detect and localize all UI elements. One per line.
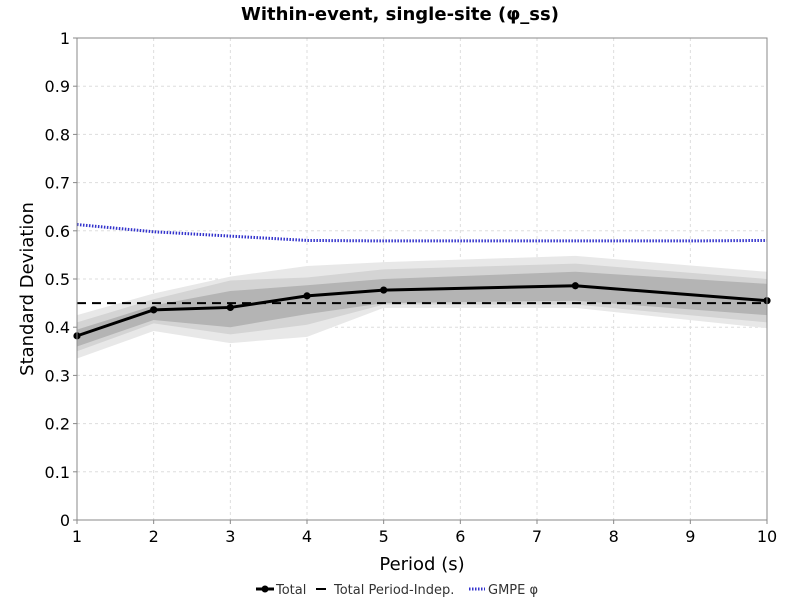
y-tick-label: 0.1 <box>45 463 70 482</box>
y-tick-label: 0.5 <box>45 270 70 289</box>
total-data-point <box>150 306 158 314</box>
y-tick-label: 0.8 <box>45 125 70 144</box>
x-tick-label: 10 <box>757 527 777 546</box>
total-data-point <box>571 282 579 290</box>
legend-marker-total <box>261 585 269 593</box>
y-tick-label: 0.3 <box>45 366 70 385</box>
y-tick-label: 0.7 <box>45 174 70 193</box>
y-tick-label: 0.2 <box>45 415 70 434</box>
x-tick-label: 2 <box>149 527 159 546</box>
legend: Total Total Period-Indep. GMPE φ <box>256 583 538 598</box>
x-tick-label: 6 <box>455 527 465 546</box>
x-tick-label: 5 <box>379 527 389 546</box>
x-tick-label: 8 <box>609 527 619 546</box>
y-tick-label: 0 <box>60 511 70 530</box>
legend-label-total: Total <box>275 583 306 598</box>
x-tick-label: 4 <box>302 527 312 546</box>
y-tick-label: 0.4 <box>45 318 70 337</box>
x-tick-label: 3 <box>225 527 235 546</box>
y-tick-label: 1 <box>60 29 70 48</box>
y-tick-label: 0.6 <box>45 222 70 241</box>
band-inner <box>77 271 767 347</box>
legend-label-gmpe: GMPE φ <box>488 583 538 598</box>
total-data-point <box>380 286 388 294</box>
x-tick-label: 7 <box>532 527 542 546</box>
confidence-bands <box>77 255 767 359</box>
y-axis-label: Standard Deviation <box>17 202 38 376</box>
legend-label-period-indep: Total Period-Indep. <box>333 583 454 598</box>
y-axis-ticks: 0 0.1 0.2 0.3 0.4 0.5 0.6 0.7 0.8 0.9 1 <box>45 29 77 530</box>
x-axis-ticks: 1 2 3 4 5 6 7 8 9 10 <box>72 520 777 546</box>
x-axis-label: Period (s) <box>379 554 464 575</box>
total-data-point <box>226 303 234 312</box>
total-data-point <box>303 292 311 300</box>
x-tick-label: 9 <box>685 527 695 546</box>
chart-title: Within-event, single-site (φ_ss) <box>241 4 559 25</box>
x-tick-label: 1 <box>72 527 82 546</box>
series-lines <box>73 223 771 340</box>
y-tick-label: 0.9 <box>45 77 70 96</box>
